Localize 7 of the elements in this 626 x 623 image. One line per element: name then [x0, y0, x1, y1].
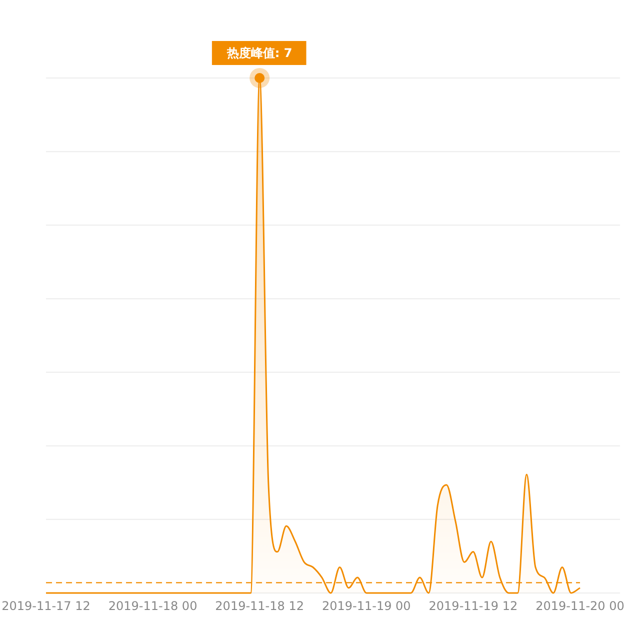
- annotation: 热度峰值: 7: [226, 46, 292, 60]
- x-tick-label: 2019-11-18 12: [215, 599, 304, 613]
- x-tick-label: 2019-11-20 00: [536, 599, 624, 613]
- x-tick-label: 2019-11-17 12: [2, 599, 90, 613]
- x-tick-label: 2019-11-19 00: [322, 599, 411, 613]
- x-tick-label: 2019-11-19 12: [428, 599, 518, 613]
- x-tick-label: 2019-11-18 00: [108, 599, 198, 613]
